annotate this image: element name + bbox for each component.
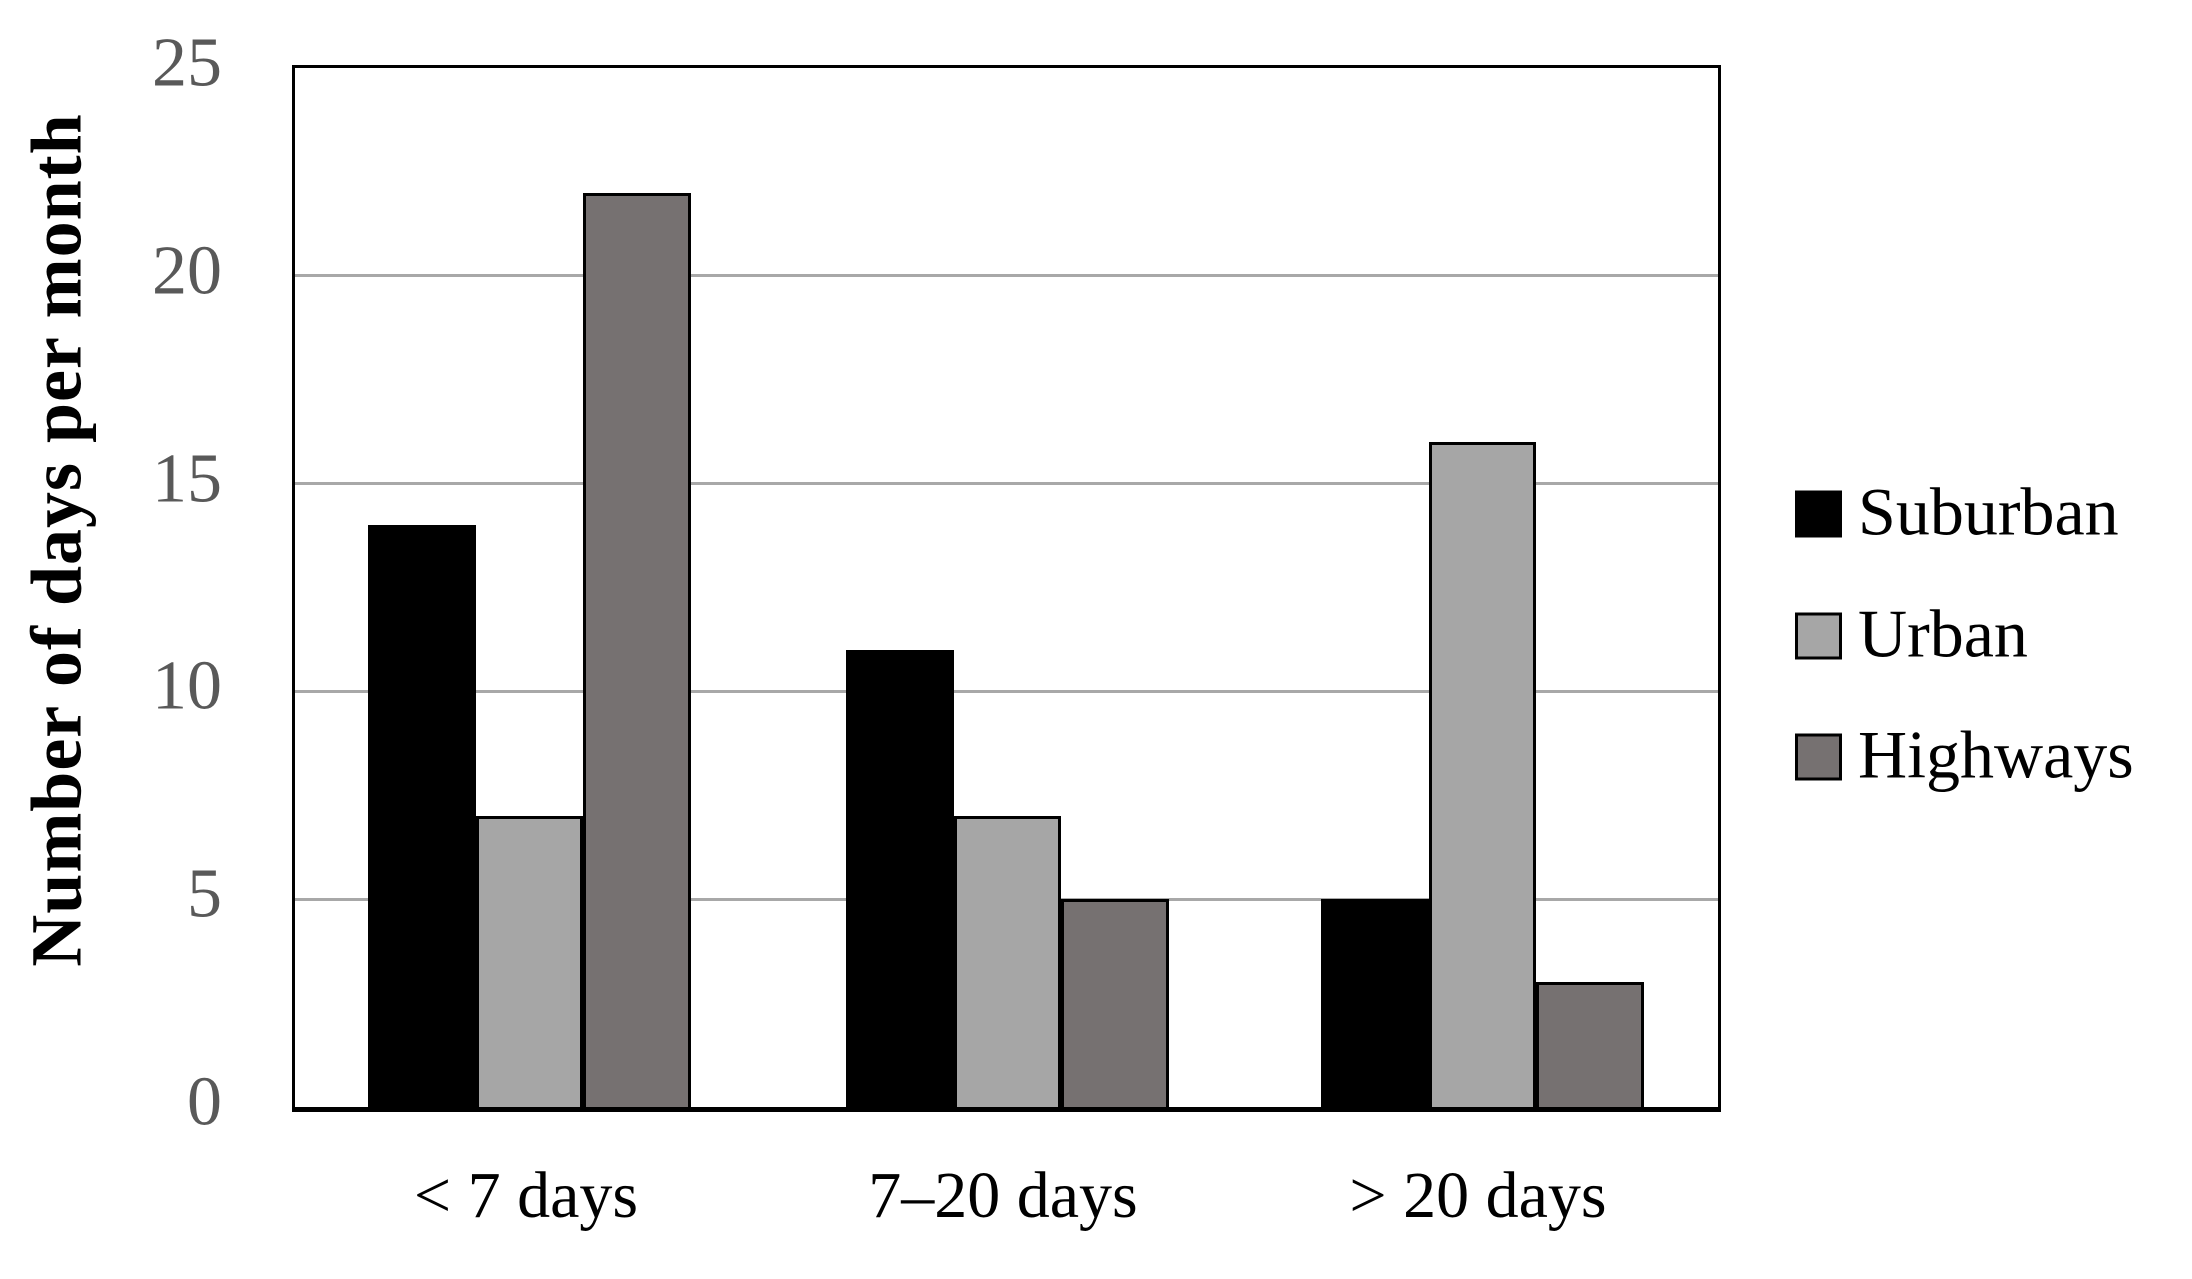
x-category-label-1: < 7 days (413, 1159, 639, 1232)
y-tick-label-15: 15 (152, 440, 222, 518)
legend-label-urban: Urban (1858, 595, 2028, 672)
bar-urban-group1 (475, 816, 583, 1107)
y-tick-label-0: 0 (187, 1063, 222, 1141)
bar-highways-group3 (1536, 982, 1644, 1107)
bar-suburban-group1 (368, 525, 476, 1107)
legend-swatch-highways (1795, 733, 1842, 781)
legend-label-suburban: Suburban (1858, 473, 2119, 550)
y-tick-label-10: 10 (152, 647, 222, 725)
x-category-label-3: > 20 days (1349, 1159, 1607, 1232)
y-tick-label-25: 25 (152, 24, 222, 102)
legend-swatch-suburban (1795, 490, 1842, 538)
bar-suburban-group2 (846, 649, 954, 1107)
y-tick-label-20: 20 (152, 232, 222, 310)
gridline-15 (295, 482, 1718, 486)
bar-highways-group2 (1061, 899, 1169, 1107)
bar-suburban-group3 (1321, 899, 1429, 1107)
bar-urban-group3 (1428, 442, 1536, 1107)
bar-highways-group1 (583, 192, 691, 1107)
legend-swatch-urban (1795, 612, 1842, 660)
legend-label-highways: Highways (1858, 716, 2134, 793)
gridline-10 (295, 689, 1718, 693)
x-category-label-2: 7–20 days (868, 1159, 1138, 1232)
gridline-20 (295, 274, 1718, 278)
bar-urban-group2 (953, 816, 1061, 1107)
plot-area (292, 65, 1721, 1112)
y-tick-label-5: 5 (187, 855, 222, 933)
